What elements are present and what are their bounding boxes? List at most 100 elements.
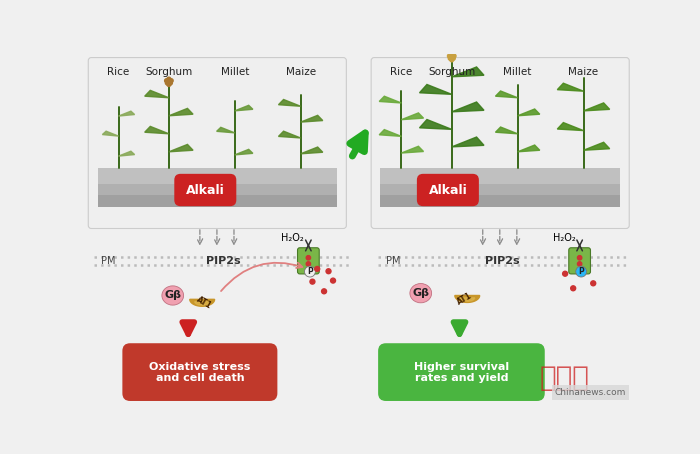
Bar bbox=[381, 184, 620, 195]
Circle shape bbox=[448, 56, 452, 60]
Polygon shape bbox=[584, 103, 610, 111]
Polygon shape bbox=[118, 111, 134, 116]
Text: Rice: Rice bbox=[391, 67, 412, 77]
Polygon shape bbox=[460, 298, 475, 301]
Text: Maize: Maize bbox=[286, 67, 316, 77]
Polygon shape bbox=[557, 123, 584, 131]
Polygon shape bbox=[169, 144, 193, 152]
Polygon shape bbox=[452, 137, 484, 147]
Polygon shape bbox=[419, 119, 452, 129]
Polygon shape bbox=[300, 115, 323, 122]
Bar bbox=[97, 168, 337, 184]
Polygon shape bbox=[234, 105, 253, 111]
Bar bbox=[97, 184, 337, 195]
Text: P: P bbox=[307, 267, 313, 276]
Ellipse shape bbox=[162, 286, 183, 305]
Circle shape bbox=[330, 278, 335, 283]
FancyBboxPatch shape bbox=[88, 58, 346, 228]
Polygon shape bbox=[496, 91, 517, 98]
Circle shape bbox=[575, 266, 587, 277]
Polygon shape bbox=[145, 126, 169, 134]
Polygon shape bbox=[195, 301, 209, 305]
Circle shape bbox=[452, 56, 455, 60]
Text: Sorghum: Sorghum bbox=[428, 67, 475, 77]
Text: 中新网: 中新网 bbox=[539, 364, 589, 392]
Text: AT1: AT1 bbox=[456, 291, 474, 306]
Polygon shape bbox=[496, 127, 517, 134]
Circle shape bbox=[164, 79, 169, 83]
Text: Millet: Millet bbox=[503, 67, 532, 77]
FancyBboxPatch shape bbox=[378, 343, 545, 401]
Text: Alkali: Alkali bbox=[428, 183, 468, 197]
FancyBboxPatch shape bbox=[122, 343, 277, 401]
Text: Sorghum: Sorghum bbox=[146, 67, 192, 77]
Polygon shape bbox=[584, 142, 610, 150]
Polygon shape bbox=[379, 129, 401, 136]
Text: PM: PM bbox=[102, 256, 116, 266]
Circle shape bbox=[578, 256, 582, 260]
Circle shape bbox=[310, 279, 315, 284]
Circle shape bbox=[450, 53, 454, 56]
Polygon shape bbox=[419, 84, 452, 94]
Text: Millet: Millet bbox=[220, 67, 249, 77]
Text: Rice: Rice bbox=[107, 67, 130, 77]
Circle shape bbox=[578, 262, 582, 266]
Circle shape bbox=[169, 79, 173, 83]
Polygon shape bbox=[517, 145, 540, 152]
Circle shape bbox=[447, 54, 452, 58]
Circle shape bbox=[563, 271, 568, 276]
Bar bbox=[381, 168, 620, 184]
Text: PM: PM bbox=[386, 256, 400, 266]
Polygon shape bbox=[401, 113, 424, 120]
Text: Gβ: Gβ bbox=[164, 291, 181, 301]
Circle shape bbox=[326, 269, 331, 274]
Polygon shape bbox=[300, 147, 323, 154]
Polygon shape bbox=[216, 127, 235, 133]
Circle shape bbox=[450, 58, 454, 62]
Circle shape bbox=[304, 266, 315, 277]
Text: Oxidative stress
and cell death: Oxidative stress and cell death bbox=[149, 362, 251, 383]
Circle shape bbox=[306, 256, 311, 260]
FancyBboxPatch shape bbox=[371, 58, 629, 228]
Text: Higher survival
rates and yield: Higher survival rates and yield bbox=[414, 362, 510, 383]
Polygon shape bbox=[452, 102, 484, 112]
Text: Chinanews.com: Chinanews.com bbox=[554, 388, 626, 397]
Circle shape bbox=[591, 281, 596, 286]
Text: PIP2s: PIP2s bbox=[485, 256, 519, 266]
Circle shape bbox=[570, 286, 575, 291]
Polygon shape bbox=[190, 299, 215, 306]
Polygon shape bbox=[452, 67, 484, 77]
FancyBboxPatch shape bbox=[569, 248, 591, 274]
Text: PIP2s: PIP2s bbox=[206, 256, 240, 266]
Circle shape bbox=[165, 81, 169, 85]
Polygon shape bbox=[102, 131, 118, 136]
Circle shape bbox=[452, 54, 456, 58]
FancyBboxPatch shape bbox=[174, 174, 237, 206]
Text: Maize: Maize bbox=[568, 67, 598, 77]
Polygon shape bbox=[557, 83, 584, 91]
Circle shape bbox=[167, 77, 171, 81]
Circle shape bbox=[306, 262, 311, 266]
Polygon shape bbox=[517, 109, 540, 116]
Polygon shape bbox=[379, 96, 401, 103]
Polygon shape bbox=[118, 151, 134, 156]
FancyBboxPatch shape bbox=[417, 174, 479, 206]
Text: Gβ: Gβ bbox=[412, 288, 429, 298]
Text: AT1: AT1 bbox=[195, 295, 214, 310]
Bar bbox=[97, 195, 337, 207]
Polygon shape bbox=[145, 90, 169, 98]
Polygon shape bbox=[169, 109, 193, 116]
Ellipse shape bbox=[410, 284, 432, 303]
Circle shape bbox=[315, 266, 320, 271]
Polygon shape bbox=[455, 296, 480, 302]
Text: Alkali: Alkali bbox=[186, 183, 225, 197]
Polygon shape bbox=[279, 131, 300, 138]
Polygon shape bbox=[234, 149, 253, 155]
Polygon shape bbox=[279, 99, 300, 106]
Text: H₂O₂: H₂O₂ bbox=[281, 233, 304, 243]
Bar bbox=[381, 195, 620, 207]
Text: P: P bbox=[578, 267, 584, 276]
Circle shape bbox=[321, 289, 326, 294]
Circle shape bbox=[167, 83, 171, 86]
FancyBboxPatch shape bbox=[298, 248, 319, 274]
